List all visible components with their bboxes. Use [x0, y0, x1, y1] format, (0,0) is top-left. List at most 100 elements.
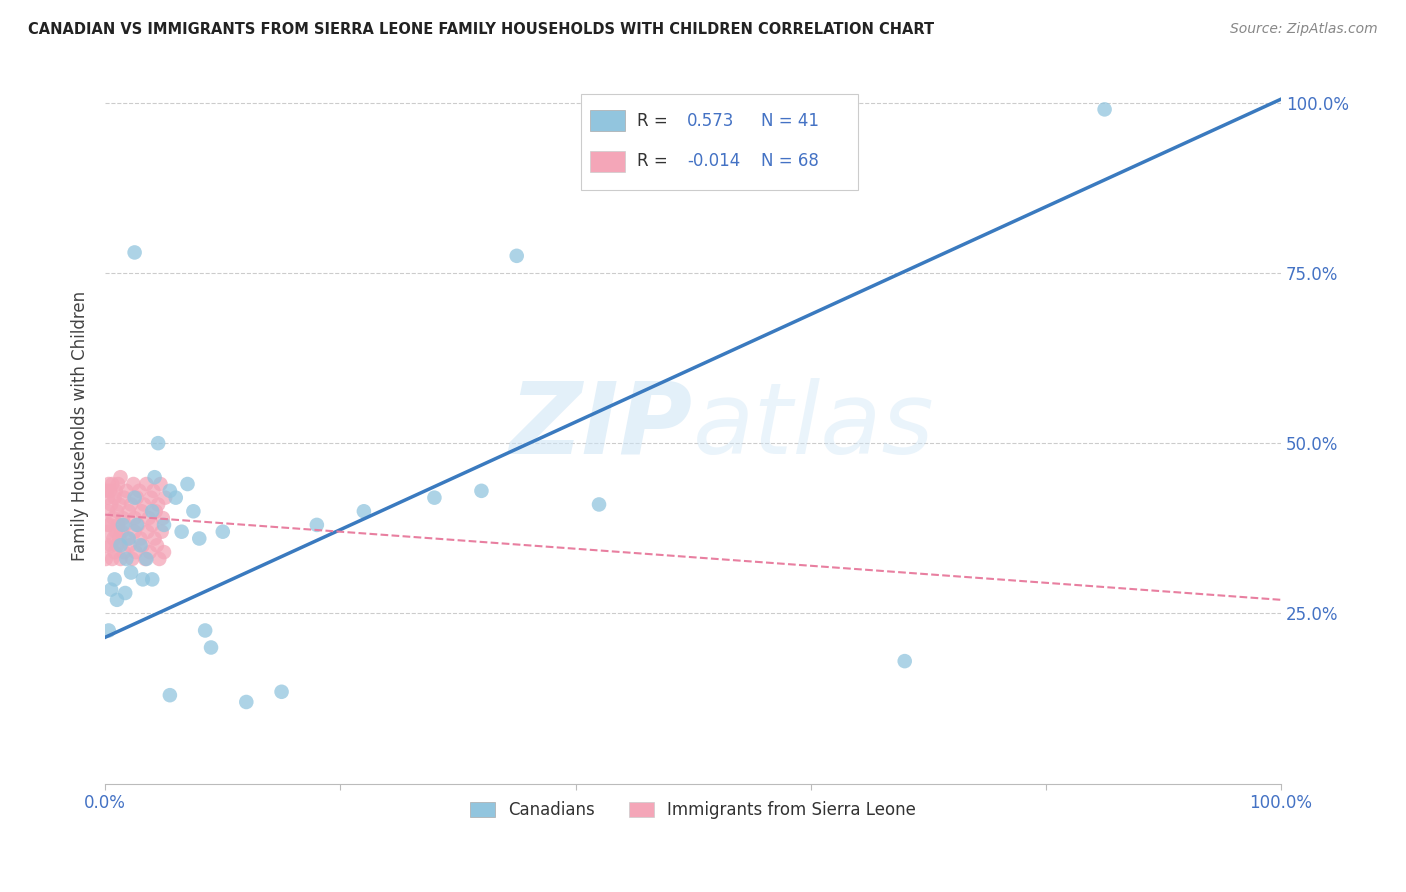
Point [588, 498, 610, 512]
Point [893, 654, 915, 668]
Point [145, 504, 167, 518]
Point [112, 491, 135, 505]
Point [114, 586, 136, 600]
Point [153, 491, 176, 505]
Point [132, 538, 155, 552]
Text: N = 68: N = 68 [761, 153, 820, 170]
Point [165, 491, 187, 505]
Point [148, 552, 170, 566]
Point [124, 245, 146, 260]
Point [115, 483, 138, 498]
Point [120, 498, 142, 512]
Point [125, 517, 148, 532]
Point [146, 538, 169, 552]
FancyBboxPatch shape [582, 94, 858, 190]
Bar [589, 151, 624, 172]
Point [97, 524, 120, 539]
Point [108, 532, 131, 546]
Point [118, 532, 141, 546]
Point [423, 491, 446, 505]
Point [103, 511, 125, 525]
Point [135, 552, 157, 566]
Point [153, 545, 176, 559]
Point [112, 545, 135, 559]
Point [270, 685, 292, 699]
Point [118, 538, 141, 552]
Point [170, 524, 193, 539]
Point [97, 624, 120, 638]
Point [104, 491, 127, 505]
Text: -0.014: -0.014 [688, 153, 741, 170]
Point [143, 470, 166, 484]
Point [96, 483, 118, 498]
Point [124, 511, 146, 525]
Point [107, 477, 129, 491]
Point [110, 470, 132, 484]
Point [111, 524, 134, 539]
Point [97, 517, 120, 532]
Point [96, 538, 118, 552]
Point [506, 249, 529, 263]
Point [176, 477, 198, 491]
Text: CANADIAN VS IMMIGRANTS FROM SIERRA LEONE FAMILY HOUSEHOLDS WITH CHILDREN CORRELA: CANADIAN VS IMMIGRANTS FROM SIERRA LEONE… [28, 22, 934, 37]
Point [194, 624, 217, 638]
Point [470, 483, 492, 498]
Point [353, 504, 375, 518]
Point [134, 552, 156, 566]
Point [183, 504, 205, 518]
Point [120, 566, 142, 580]
Point [110, 538, 132, 552]
Point [153, 517, 176, 532]
Point [103, 532, 125, 546]
Point [117, 532, 139, 546]
Point [97, 504, 120, 518]
Bar [589, 110, 624, 131]
Point [100, 538, 122, 552]
Point [94, 552, 117, 566]
Point [159, 483, 181, 498]
Point [305, 517, 328, 532]
Text: R =: R = [637, 112, 672, 129]
Point [143, 532, 166, 546]
Point [124, 491, 146, 505]
Point [97, 477, 120, 491]
Point [152, 511, 174, 525]
Point [235, 695, 257, 709]
Point [129, 532, 152, 546]
Point [146, 498, 169, 512]
Point [100, 498, 122, 512]
Point [105, 592, 128, 607]
Point [107, 517, 129, 532]
Text: N = 41: N = 41 [761, 112, 820, 129]
Point [131, 504, 153, 518]
Point [104, 545, 127, 559]
Point [149, 477, 172, 491]
Legend: Canadians, Immigrants from Sierra Leone: Canadians, Immigrants from Sierra Leone [464, 794, 922, 825]
Point [104, 483, 127, 498]
Text: R =: R = [637, 153, 672, 170]
Text: 0.573: 0.573 [688, 112, 734, 129]
Text: ZIP: ZIP [510, 377, 693, 475]
Text: Source: ZipAtlas.com: Source: ZipAtlas.com [1230, 22, 1378, 37]
Point [159, 688, 181, 702]
Point [132, 573, 155, 587]
Point [105, 538, 128, 552]
Point [111, 517, 134, 532]
Point [114, 517, 136, 532]
Point [118, 504, 141, 518]
Point [110, 552, 132, 566]
Point [97, 491, 120, 505]
Point [129, 538, 152, 552]
Point [200, 640, 222, 655]
Point [98, 483, 121, 498]
Point [98, 517, 121, 532]
Point [122, 477, 145, 491]
Point [111, 511, 134, 525]
Point [115, 552, 138, 566]
Point [101, 477, 124, 491]
Point [104, 524, 127, 539]
Point [125, 491, 148, 505]
Point [108, 498, 131, 512]
Point [124, 524, 146, 539]
Point [125, 545, 148, 559]
